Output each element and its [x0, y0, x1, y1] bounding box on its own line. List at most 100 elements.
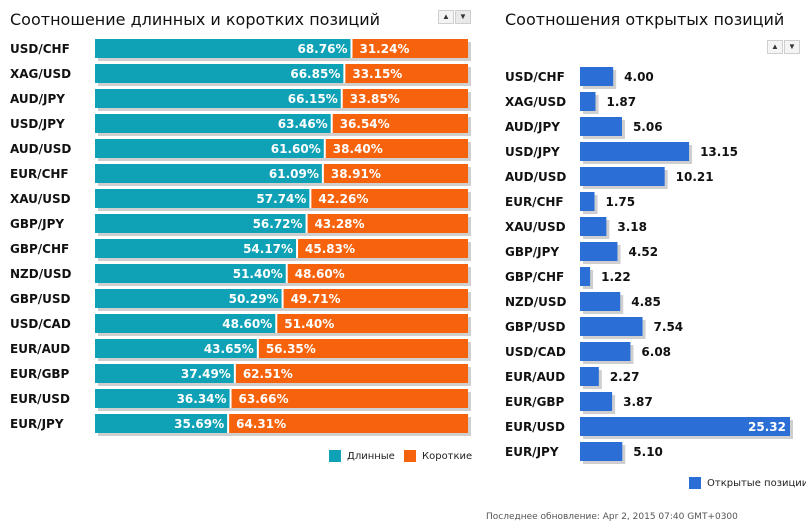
open-value-label: 1.87	[607, 95, 637, 109]
category-label: GBP/CHF	[505, 270, 564, 284]
open-bar	[580, 217, 607, 236]
category-label: GBP/JPY	[10, 217, 64, 231]
category-label: XAU/USD	[505, 220, 566, 234]
legend-open-label: Открытые позиции	[707, 477, 806, 489]
category-label: EUR/GBP	[10, 367, 70, 381]
long-bar	[95, 339, 258, 358]
left-chart-title: Соотношение длинных и коротких позиций	[10, 10, 381, 29]
short-bar	[276, 314, 468, 333]
short-value-label: 38.40%	[333, 142, 383, 156]
right-legend-open[interactable]: Открытые позиции	[689, 477, 806, 489]
open-bar	[580, 242, 618, 261]
long-value-label: 61.60%	[271, 142, 321, 156]
legend-short-label: Короткие	[422, 450, 473, 462]
open-bar	[580, 142, 690, 161]
category-label: USD/JPY	[505, 145, 560, 159]
short-value-label: 42.26%	[318, 192, 368, 206]
long-bar	[95, 64, 345, 83]
open-bar	[580, 67, 614, 86]
short-value-label: 51.40%	[284, 317, 334, 331]
long-value-label: 61.09%	[269, 167, 319, 181]
short-bar	[351, 39, 468, 58]
category-label: EUR/AUD	[505, 370, 565, 384]
open-value-label: 1.22	[601, 270, 631, 284]
category-label: AUD/JPY	[10, 92, 65, 106]
short-value-label: 43.28%	[315, 217, 365, 231]
short-value-label: 45.83%	[305, 242, 355, 256]
legend-short-swatch	[404, 450, 416, 462]
left-sort-down-button[interactable]: ▼	[455, 10, 471, 24]
category-label: GBP/CHF	[10, 242, 69, 256]
short-value-label: 38.91%	[331, 167, 381, 181]
long-bar	[95, 264, 287, 283]
long-bar	[95, 314, 277, 333]
open-bar	[580, 392, 613, 411]
category-label: XAG/USD	[505, 95, 566, 109]
short-value-label: 62.51%	[243, 367, 293, 381]
left-legend-long[interactable]: Длинные	[329, 450, 395, 462]
left-legend-short[interactable]: Короткие	[404, 450, 472, 462]
right-sort-up-button[interactable]: ▲	[767, 40, 783, 54]
long-bar	[95, 239, 298, 258]
long-value-label: 36.34%	[177, 392, 227, 406]
triangle-down-icon: ▼	[788, 42, 796, 51]
short-value-label: 33.85%	[350, 92, 400, 106]
open-bar	[580, 192, 595, 211]
long-value-label: 50.29%	[229, 292, 279, 306]
category-label: NZD/USD	[505, 295, 566, 309]
legend-long-swatch	[329, 450, 341, 462]
long-value-label: 66.15%	[288, 92, 338, 106]
right-sort-down-button[interactable]: ▼	[784, 40, 800, 54]
category-label: EUR/USD	[505, 420, 565, 434]
long-value-label: 37.49%	[181, 367, 231, 381]
category-label: USD/CHF	[10, 42, 70, 56]
short-value-label: 36.54%	[340, 117, 390, 131]
short-value-label: 64.31%	[236, 417, 286, 431]
short-bar	[324, 139, 468, 158]
category-label: EUR/CHF	[10, 167, 69, 181]
long-bar	[95, 289, 283, 308]
short-value-label: 48.60%	[295, 267, 345, 281]
category-label: AUD/USD	[10, 142, 71, 156]
long-value-label: 51.40%	[233, 267, 283, 281]
short-value-label: 49.71%	[291, 292, 341, 306]
long-bar	[95, 114, 332, 133]
open-bar	[580, 342, 631, 361]
triangle-up-icon: ▲	[771, 42, 779, 51]
category-label: AUD/JPY	[505, 120, 560, 134]
open-value-label: 5.10	[633, 445, 663, 459]
long-value-label: 68.76%	[297, 42, 347, 56]
last-update-footer: Последнее обновление: Apr 2, 2015 07:40 …	[486, 512, 738, 522]
short-bar	[341, 89, 468, 108]
category-label: USD/CAD	[505, 345, 566, 359]
open-value-label: 7.54	[654, 320, 684, 334]
long-value-label: 57.74%	[256, 192, 306, 206]
category-label: XAG/USD	[10, 67, 71, 81]
short-bar	[310, 189, 468, 208]
open-bar	[580, 317, 643, 336]
long-bar	[95, 39, 352, 58]
long-value-label: 43.65%	[204, 342, 254, 356]
open-value-label: 4.52	[628, 245, 658, 259]
long-bar	[95, 364, 235, 383]
short-bar	[234, 364, 468, 383]
short-value-label: 31.24%	[359, 42, 409, 56]
open-bar	[580, 442, 623, 461]
long-bar	[95, 214, 307, 233]
legend-open-swatch	[689, 477, 701, 489]
long-value-label: 56.72%	[253, 217, 303, 231]
long-bar	[95, 414, 229, 433]
short-bar	[297, 239, 468, 258]
long-bar	[95, 189, 311, 208]
long-value-label: 35.69%	[174, 417, 224, 431]
open-value-label: 4.00	[624, 70, 654, 84]
short-bar	[257, 339, 468, 358]
triangle-up-icon: ▲	[442, 12, 450, 21]
short-bar	[282, 289, 468, 308]
left-sort-up-button[interactable]: ▲	[438, 10, 454, 24]
open-bar	[580, 367, 599, 386]
open-bar	[580, 292, 621, 311]
category-label: AUD/USD	[505, 170, 566, 184]
long-bar	[95, 164, 323, 183]
